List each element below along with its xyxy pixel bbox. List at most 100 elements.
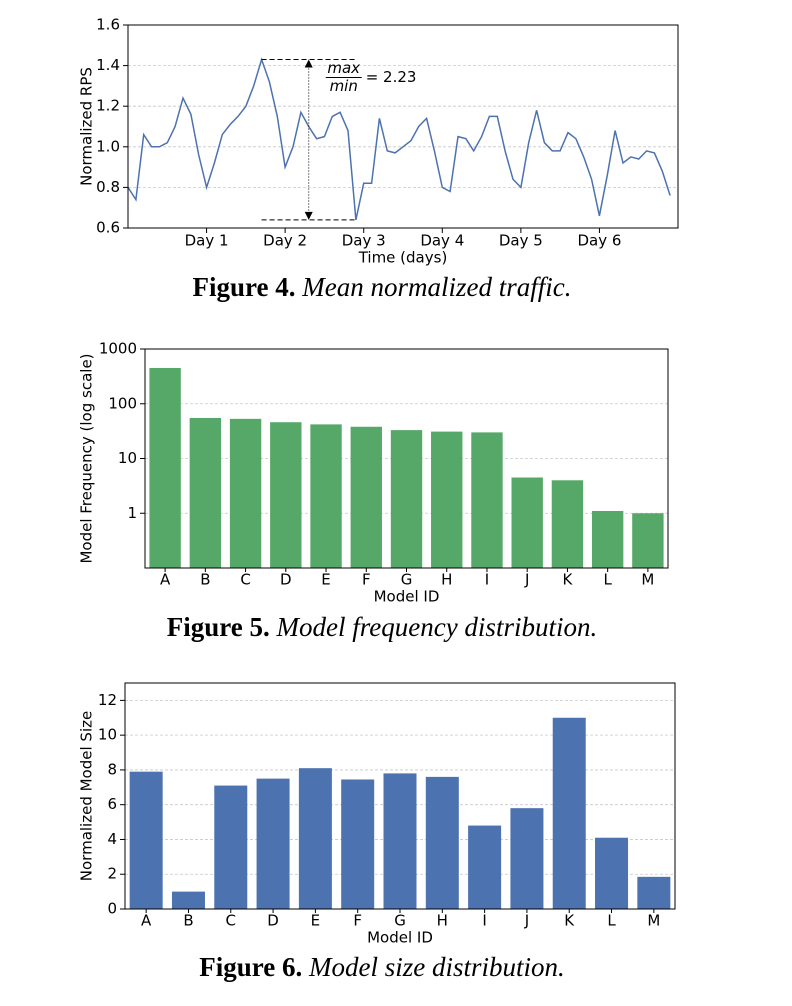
x-tick-label: A bbox=[160, 571, 171, 589]
x-tick-label: C bbox=[226, 912, 236, 930]
bar bbox=[595, 837, 629, 909]
caption: Figure 6. Model size distribution. bbox=[199, 952, 565, 982]
bar bbox=[270, 422, 302, 568]
bar bbox=[591, 510, 624, 568]
y-tick-label: 0 bbox=[107, 900, 117, 918]
bar bbox=[632, 513, 664, 568]
bar bbox=[171, 891, 205, 909]
x-tick-label: Day 2 bbox=[263, 232, 307, 250]
bar bbox=[129, 771, 163, 909]
axes-frame bbox=[124, 682, 676, 910]
x-tick-label: A bbox=[141, 912, 152, 930]
y-axis-label: Model Frequency (log scale) bbox=[78, 353, 96, 563]
x-tick-label: B bbox=[183, 912, 193, 930]
y-tick-label: 12 bbox=[98, 691, 117, 709]
caption-text: Model size distribution. bbox=[308, 952, 565, 982]
x-tick-label: K bbox=[564, 912, 575, 930]
y-tick-label: 1 bbox=[127, 504, 137, 522]
bar bbox=[214, 785, 248, 909]
y-axis-label: Normalized RPS bbox=[78, 67, 96, 186]
y-tick-label: 2 bbox=[107, 865, 117, 883]
axes-frame bbox=[127, 24, 679, 229]
annotation-denominator: min bbox=[330, 77, 358, 95]
bar bbox=[431, 431, 463, 568]
y-tick-label: 8 bbox=[107, 760, 117, 778]
y-tick-label: 1.0 bbox=[96, 137, 120, 155]
bar bbox=[425, 776, 459, 909]
x-tick-label: F bbox=[353, 912, 362, 930]
bar bbox=[468, 825, 502, 909]
x-tick-label: Day 5 bbox=[499, 232, 543, 250]
x-tick-label: E bbox=[311, 912, 320, 930]
caption: Figure 4. Mean normalized traffic. bbox=[193, 272, 572, 302]
bar bbox=[229, 418, 262, 568]
traffic-line bbox=[127, 57, 671, 221]
y-tick-label: 10 bbox=[118, 449, 137, 467]
x-tick-label: M bbox=[641, 571, 654, 589]
caption: Figure 5. Model frequency distribution. bbox=[167, 612, 597, 642]
x-tick-label: H bbox=[441, 571, 452, 589]
bar bbox=[189, 417, 222, 568]
bar bbox=[637, 876, 671, 909]
caption-text: Model frequency distribution. bbox=[276, 612, 598, 642]
bar bbox=[256, 778, 290, 909]
caption-label: Figure 5. bbox=[167, 612, 270, 642]
bar bbox=[471, 432, 503, 568]
bar bbox=[552, 717, 586, 909]
y-tick-label: 0.6 bbox=[96, 219, 120, 237]
y-tick-label: 4 bbox=[107, 830, 117, 848]
arrow-head bbox=[304, 59, 313, 68]
x-tick-label: L bbox=[607, 912, 616, 930]
x-tick-label: B bbox=[200, 571, 210, 589]
caption-text: Mean normalized traffic. bbox=[301, 272, 571, 302]
y-tick-label: 6 bbox=[107, 795, 117, 813]
annotation-value: = 2.23 bbox=[366, 68, 417, 86]
bar bbox=[390, 430, 423, 568]
x-tick-label: Day 1 bbox=[185, 232, 229, 250]
x-axis-label: Model ID bbox=[374, 588, 440, 606]
bar bbox=[341, 779, 375, 909]
bar bbox=[149, 367, 181, 568]
y-tick-label: 10 bbox=[98, 726, 117, 744]
bar bbox=[350, 426, 382, 568]
x-tick-label: G bbox=[401, 571, 413, 589]
bar bbox=[298, 768, 332, 909]
x-tick-label: Day 4 bbox=[420, 232, 464, 250]
x-tick-label: C bbox=[240, 571, 250, 589]
x-tick-label: I bbox=[485, 571, 489, 589]
y-tick-label: 100 bbox=[108, 394, 137, 412]
caption-label: Figure 4. bbox=[193, 272, 296, 302]
y-tick-label: 1.4 bbox=[96, 56, 120, 74]
x-tick-label: K bbox=[563, 571, 574, 589]
y-tick-label: 1.2 bbox=[96, 97, 120, 115]
x-tick-label: Day 3 bbox=[342, 232, 386, 250]
x-tick-label: D bbox=[280, 571, 292, 589]
caption-label: Figure 6. bbox=[199, 952, 302, 982]
x-tick-label: M bbox=[647, 912, 660, 930]
x-tick-label: D bbox=[267, 912, 279, 930]
bar bbox=[511, 477, 543, 568]
y-axis-label: Normalized Model Size bbox=[78, 711, 96, 881]
y-tick-label: 0.8 bbox=[96, 178, 120, 196]
x-tick-label: G bbox=[394, 912, 406, 930]
x-tick-label: J bbox=[524, 571, 529, 589]
bar bbox=[310, 424, 342, 568]
bar bbox=[383, 773, 417, 909]
x-tick-label: F bbox=[362, 571, 371, 589]
x-axis-label: Model ID bbox=[367, 929, 433, 947]
arrow-head bbox=[304, 211, 313, 220]
x-tick-label: L bbox=[603, 571, 612, 589]
x-tick-label: E bbox=[321, 571, 330, 589]
x-tick-label: Day 6 bbox=[577, 232, 621, 250]
annotation-numerator: max bbox=[327, 59, 360, 77]
x-tick-label: J bbox=[524, 912, 529, 930]
x-tick-label: I bbox=[482, 912, 486, 930]
y-tick-label: 1000 bbox=[99, 340, 137, 358]
axes-frame bbox=[144, 348, 669, 569]
y-tick-label: 1.6 bbox=[96, 16, 120, 34]
bar bbox=[510, 808, 544, 909]
bar bbox=[551, 480, 584, 568]
x-tick-label: H bbox=[437, 912, 448, 930]
